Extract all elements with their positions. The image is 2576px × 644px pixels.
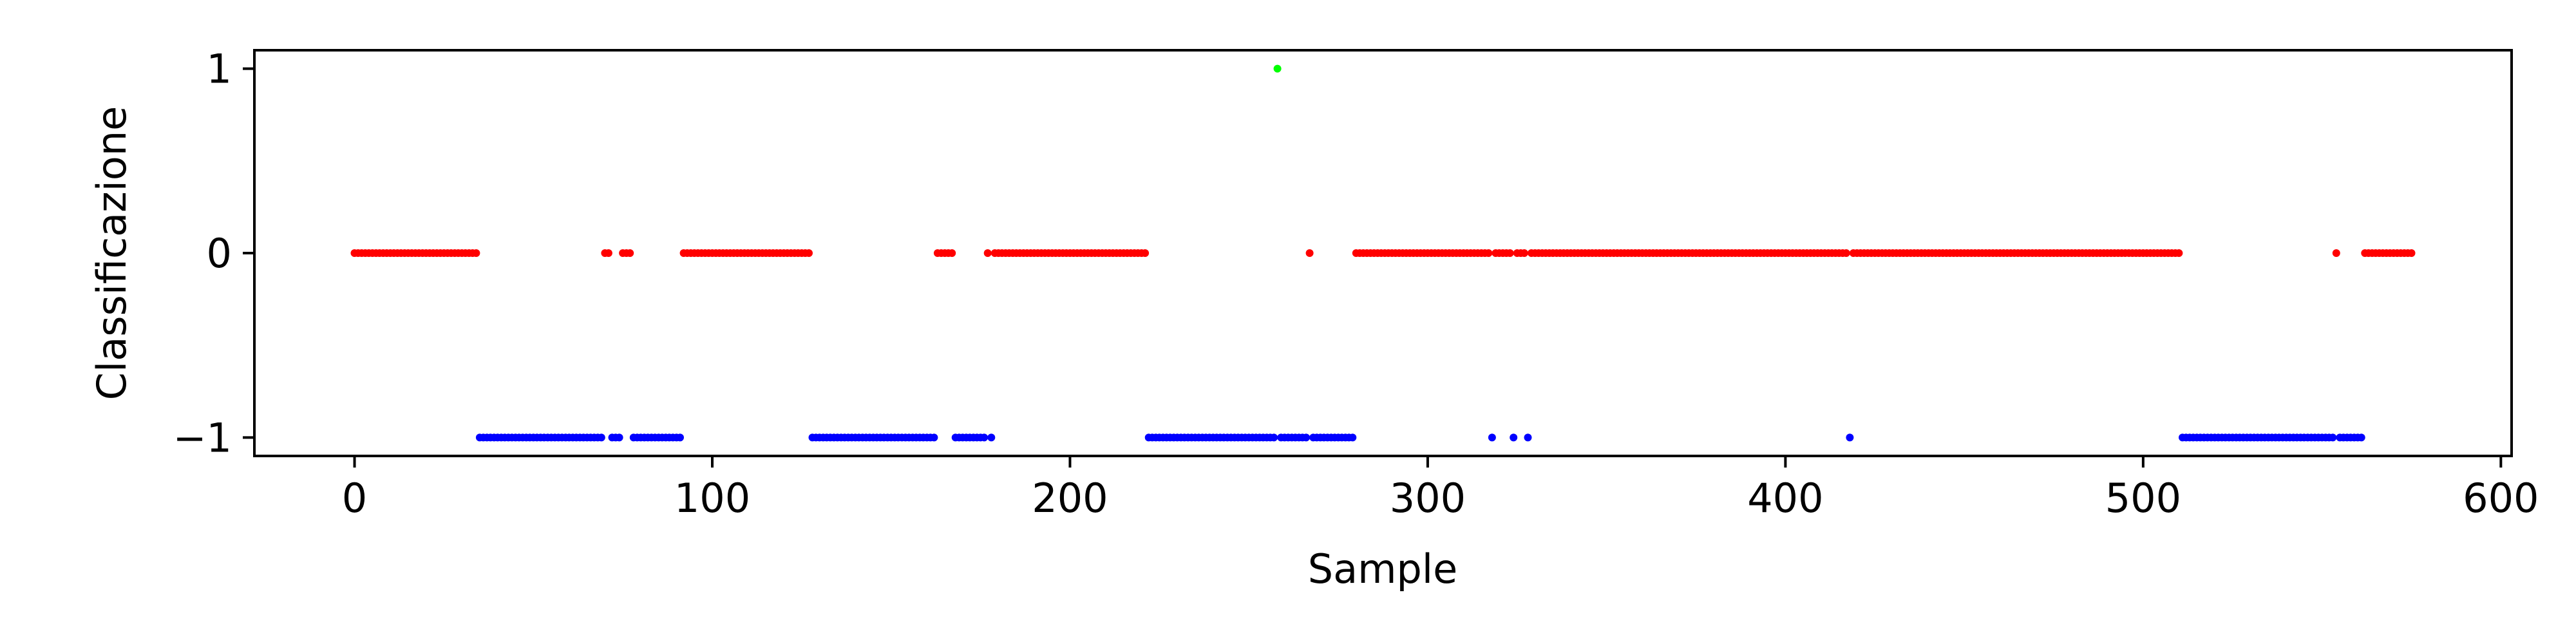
data-point (1349, 433, 1357, 442)
data-point (1520, 249, 1528, 257)
data-point (1846, 433, 1854, 442)
x-tick-label: 0 (342, 475, 367, 522)
data-point (1273, 64, 1282, 73)
data-point (2357, 433, 2365, 442)
data-point (1842, 249, 1850, 257)
x-tick-label: 400 (1747, 475, 1823, 522)
data-point (1302, 433, 1311, 442)
y-tick-label: −1 (173, 414, 232, 461)
data-point (1141, 249, 1150, 257)
data-point (1510, 433, 1518, 442)
data-point (987, 433, 996, 442)
data-point (626, 249, 634, 257)
data-point (980, 433, 989, 442)
data-point (472, 249, 480, 257)
data-point (1270, 433, 1278, 442)
data-point (676, 433, 684, 442)
y-axis-ticks: −1 0 1 (173, 46, 254, 461)
x-tick-label: 300 (1390, 475, 1466, 522)
y-tick-label: 1 (207, 46, 232, 93)
data-point (597, 433, 605, 442)
data-points (350, 64, 2416, 442)
data-point (1484, 249, 1493, 257)
data-point (604, 249, 612, 257)
data-point (2332, 249, 2340, 257)
x-tick-label: 100 (674, 475, 750, 522)
data-point (1305, 249, 1314, 257)
data-point (615, 433, 623, 442)
data-point (948, 249, 956, 257)
data-point (1506, 249, 1514, 257)
y-tick-label: 0 (207, 230, 232, 277)
data-point (1524, 433, 1532, 442)
data-point (2329, 433, 2337, 442)
data-point (930, 433, 938, 442)
x-axis-label: Sample (1308, 545, 1457, 592)
y-axis-label: Classificazione (88, 106, 135, 401)
data-point (2407, 249, 2416, 257)
data-point (805, 249, 813, 257)
data-point (1488, 433, 1496, 442)
data-point (2175, 249, 2183, 257)
x-axis-ticks: 0 100 200 300 400 500 600 (342, 456, 2539, 522)
x-tick-label: 600 (2463, 475, 2539, 522)
data-point (983, 249, 992, 257)
x-tick-label: 200 (1032, 475, 1108, 522)
x-tick-label: 500 (2105, 475, 2181, 522)
